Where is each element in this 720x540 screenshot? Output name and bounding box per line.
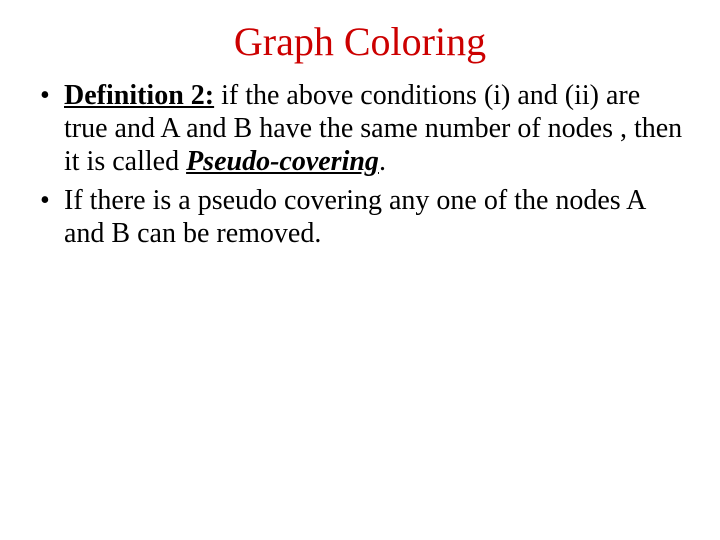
slide-body: Definition 2: if the above conditions (i…	[30, 79, 690, 250]
bullet-item-1: Definition 2: if the above conditions (i…	[64, 79, 690, 178]
slide: Graph Coloring Definition 2: if the abov…	[0, 0, 720, 540]
bullet-item-2: If there is a pseudo covering any one of…	[64, 184, 690, 250]
bullet-list: Definition 2: if the above conditions (i…	[30, 79, 690, 250]
pseudo-covering-term: Pseudo-covering	[186, 146, 379, 177]
slide-title: Graph Coloring	[30, 18, 690, 65]
definition-label: Definition 2:	[64, 80, 214, 111]
bullet-2-text: If there is a pseudo covering any one of…	[64, 185, 645, 249]
bullet-1-text-b: .	[379, 146, 386, 177]
